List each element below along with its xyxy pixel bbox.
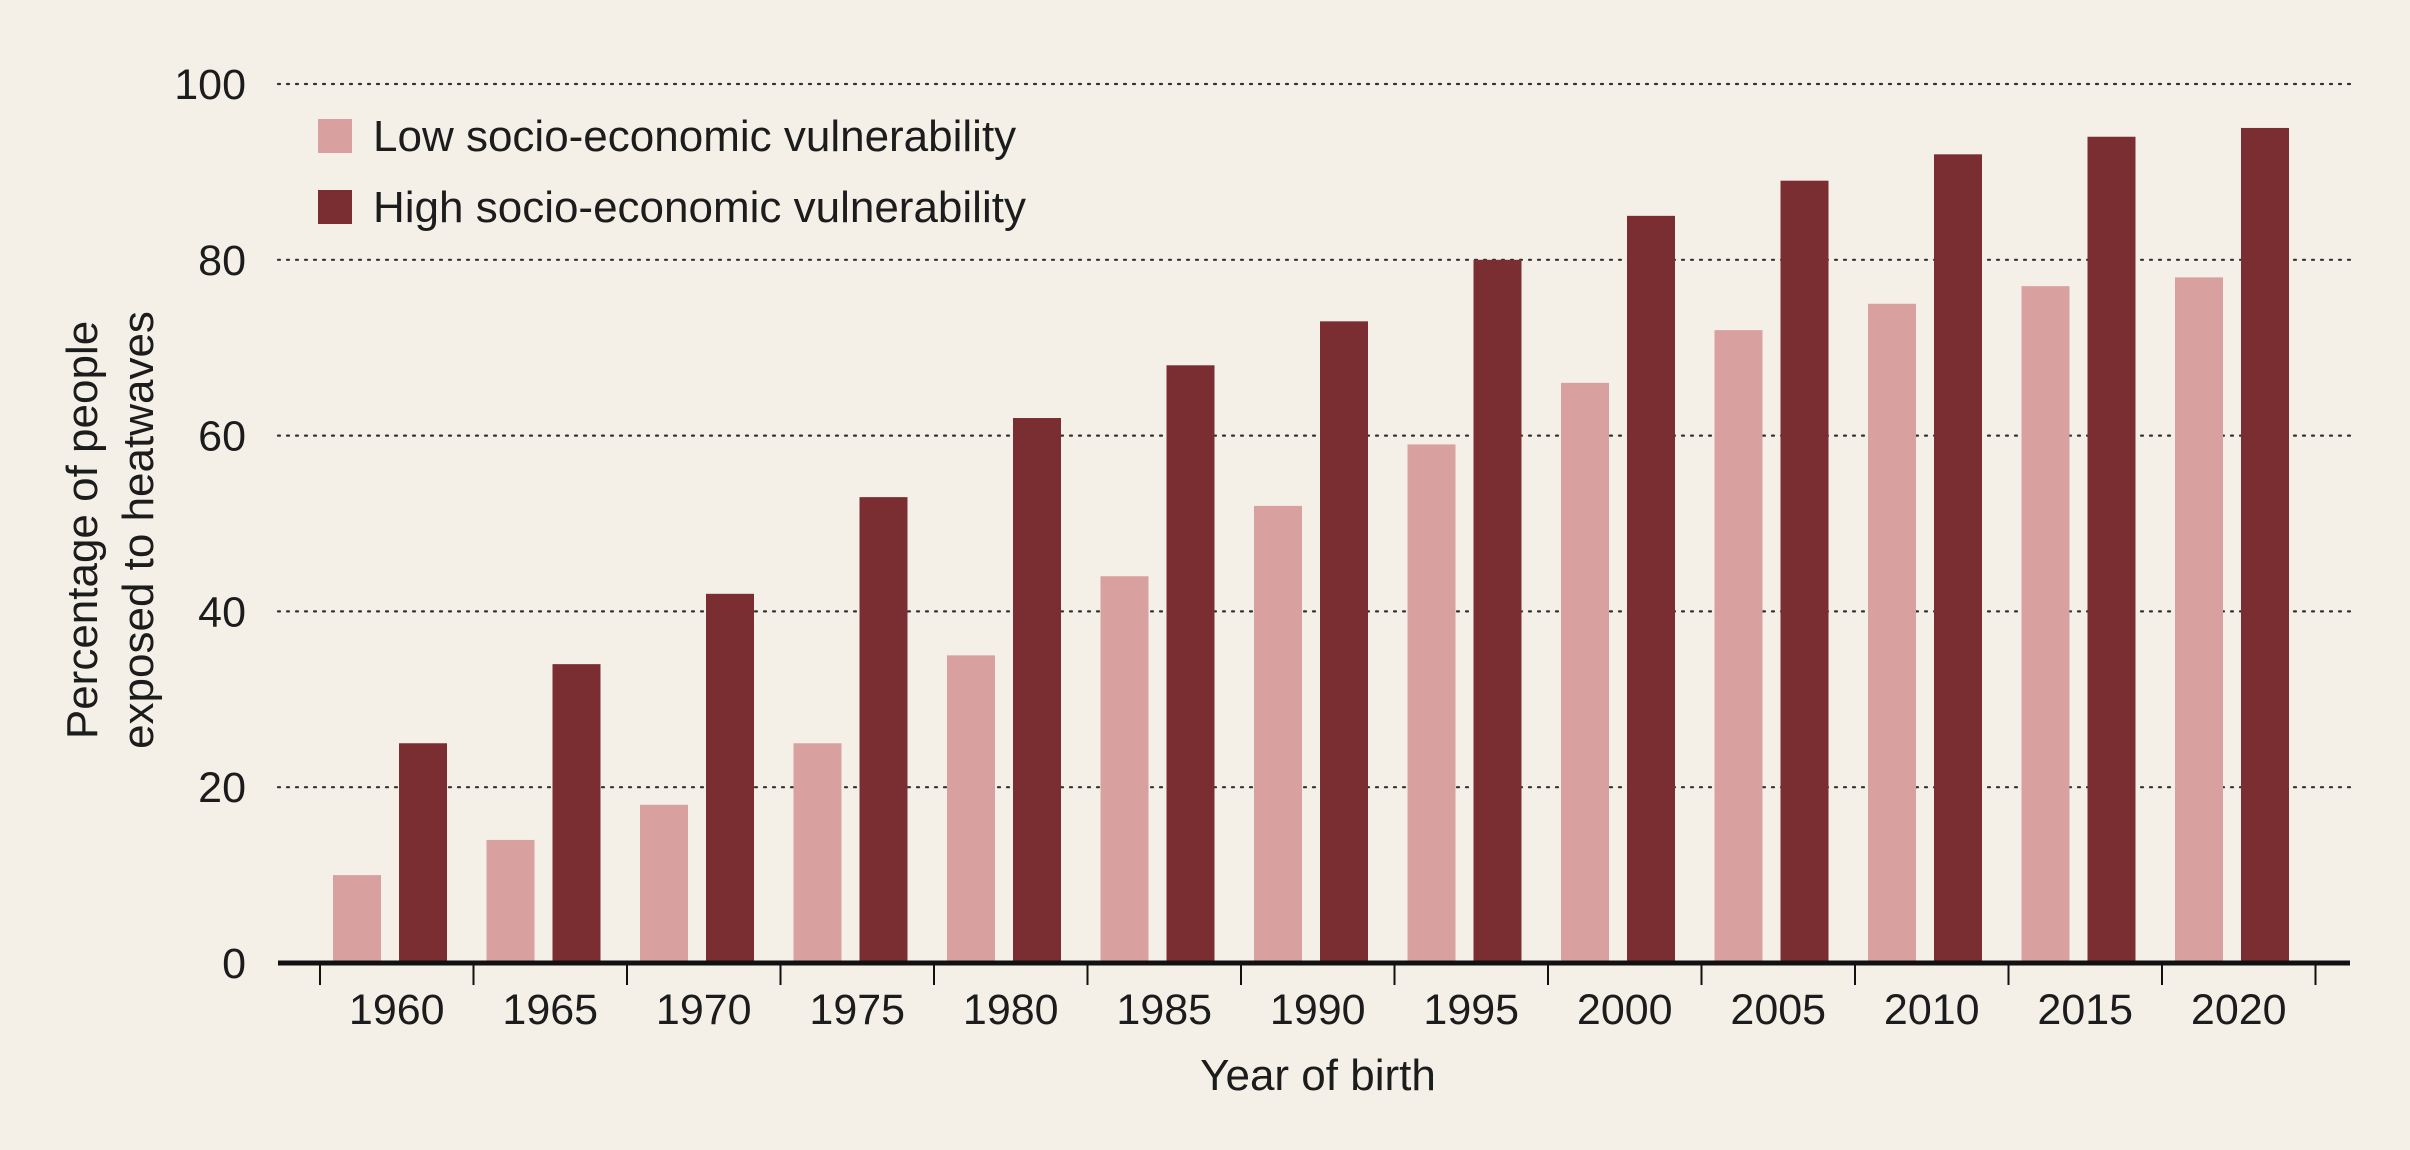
x-tick-label: 2005: [1730, 986, 1826, 1034]
x-tick-label: 1985: [1116, 986, 1212, 1034]
x-tick-label: 1975: [809, 986, 905, 1034]
y-axis-title-line-1: Percentage of people: [58, 321, 107, 739]
y-tick-label: 100: [174, 61, 246, 109]
x-axis: 1960 1965 1970 1975 1980 1985 1990 1995 2000 2005…: [278, 960, 2350, 1034]
x-tick-label: 2020: [2191, 986, 2287, 1034]
legend-swatch-high: [318, 190, 352, 224]
x-tick-label: 1970: [656, 986, 752, 1034]
bar-high-vulnerability: [2241, 127, 2289, 963]
bar-high-vulnerability: [706, 593, 754, 963]
bar-low-vulnerability: [793, 743, 842, 963]
x-axis-title: Year of birth: [1200, 1051, 1436, 1100]
bar-low-vulnerability: [486, 839, 535, 963]
bar-low-vulnerability: [1407, 444, 1456, 963]
x-tick-label: 1990: [1270, 986, 1366, 1034]
x-tick-label: 2010: [1884, 986, 1980, 1034]
y-tick-label: 0: [222, 940, 246, 988]
legend-swatch-low: [318, 119, 352, 153]
bar-low-vulnerability: [947, 655, 995, 963]
y-axis-title-line-2: exposed to heatwaves: [114, 311, 163, 749]
bar-low-vulnerability: [1561, 382, 1609, 963]
bar-low-vulnerability: [333, 875, 381, 963]
legend: Low socio-economic vulnerability High so…: [318, 112, 1026, 232]
bar-high-vulnerability: [859, 497, 908, 963]
bar-high-vulnerability: [1013, 418, 1061, 963]
x-tick-label: 1995: [1423, 986, 1519, 1034]
bar-high-vulnerability: [1473, 259, 1522, 963]
x-tick-label: 1980: [963, 986, 1059, 1034]
y-axis-title: Percentage of people exposed to heatwave…: [58, 311, 163, 749]
bar-high-vulnerability: [1934, 154, 1982, 963]
x-tick-label: 2015: [2037, 986, 2133, 1034]
bar-high-vulnerability: [1627, 215, 1675, 964]
legend-label-low: Low socio-economic vulnerability: [373, 112, 1016, 161]
bar-low-vulnerability: [1714, 330, 1763, 963]
bar-high-vulnerability: [399, 743, 447, 963]
y-tick-label: 80: [198, 237, 246, 285]
legend-label-high: High socio-economic vulnerability: [373, 183, 1026, 232]
y-tick-label: 20: [198, 764, 246, 812]
y-axis: 0 20 40 60 80 100: [174, 61, 246, 988]
x-tick-label: 1960: [349, 986, 445, 1034]
bar-low-vulnerability: [1100, 576, 1149, 963]
bar-low-vulnerability: [1254, 505, 1302, 963]
bar-low-vulnerability: [1868, 303, 1916, 963]
bar-low-vulnerability: [640, 804, 688, 963]
bar-high-vulnerability: [552, 664, 601, 963]
bar-high-vulnerability: [1320, 321, 1368, 964]
bars: [333, 127, 2289, 964]
grid: [276, 82, 2352, 789]
bar-low-vulnerability: [2021, 286, 2070, 963]
bar-low-vulnerability: [2175, 277, 2223, 963]
bar-high-vulnerability: [1166, 365, 1215, 963]
y-tick-label: 60: [198, 413, 246, 461]
x-tick-label: 1965: [502, 986, 598, 1034]
bar-high-vulnerability: [1780, 180, 1829, 963]
x-tick-label: 2000: [1577, 986, 1673, 1034]
bar-high-vulnerability: [2087, 136, 2136, 964]
y-tick-label: 40: [198, 588, 246, 636]
